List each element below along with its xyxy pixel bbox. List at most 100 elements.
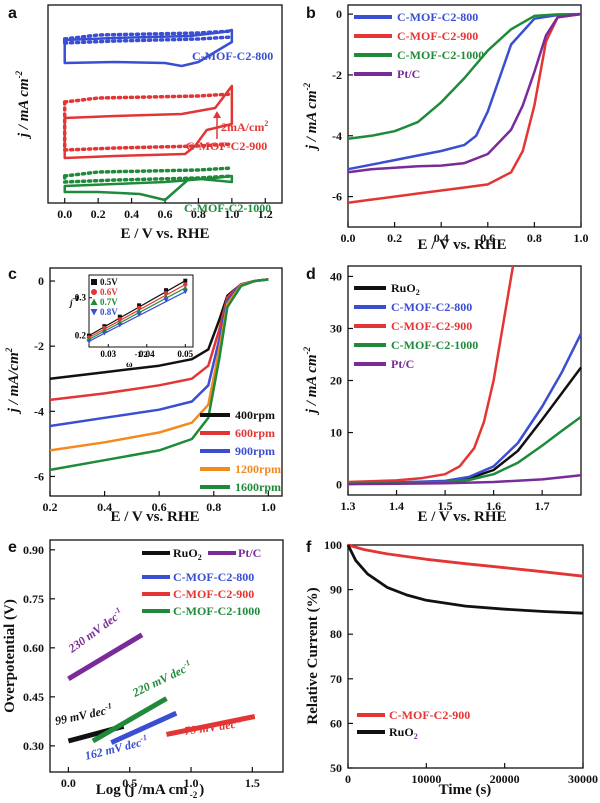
panel-e-xlabel: Log (j /mA cm -2) (96, 782, 205, 800)
panel-e-label: e (8, 539, 17, 556)
legend-text: C-MOF-C2-900 (391, 319, 472, 333)
legend-text: C-MOF-C2-1000 (391, 338, 478, 352)
panel-e-curves (67, 632, 256, 745)
tafel-label-ruo2: 99 mV dec-1 (54, 701, 114, 728)
scale-bar-label: 2mA/cm2 (221, 119, 268, 134)
inset-ytick-label: 0.2 (75, 331, 87, 341)
series-c-mof-c2-900 (347, 265, 515, 484)
inset-xtick-label: 0.05 (177, 349, 193, 359)
inset-point (136, 312, 142, 317)
scale-bar-arrow (213, 111, 221, 118)
series-ruo2 (346, 544, 584, 615)
series-1600rpm (49, 278, 269, 472)
panel-d-xlabel: E / V vs. RHE (417, 509, 506, 525)
xtick-label: 1.0 (574, 231, 589, 245)
xtick-label: 0.8 (527, 231, 542, 245)
legend-text: 900rpm (235, 444, 275, 458)
series-ruo2 (347, 366, 583, 485)
panel-e-legend: RuO2 Pt/C C-MOF-C2-800 C-MOF-C2-900 C-MOF-C2… (142, 546, 261, 618)
ytick-label: 90 (330, 583, 342, 597)
xtick-label: 0.8 (191, 207, 206, 221)
legend-text: 1600rpm (235, 480, 281, 494)
ytick-label: 100 (324, 538, 342, 552)
inset-legend-label: 0.5V (100, 277, 118, 287)
inset-point (183, 282, 188, 287)
xtick-label: 0.8 (206, 500, 221, 514)
xtick-label: 0.0 (57, 207, 72, 221)
xtick-label: 0.2 (387, 231, 402, 245)
ytick-label: 0.75 (23, 592, 44, 606)
panel-f-ylabel: Relative Current (%) (305, 587, 321, 724)
panel-c-ylabel: j / mA/cm2 (4, 347, 22, 414)
xtick-label: 0.4 (124, 207, 139, 221)
inset-point (117, 314, 122, 319)
panel-e-frame (49, 539, 284, 773)
series-c-mof-c2-800 (347, 12, 582, 171)
legend-text: 400rpm (235, 408, 275, 422)
legend-text: RuO (389, 725, 414, 739)
inset-legend-marker (91, 279, 97, 285)
legend-sub: 2 (416, 288, 420, 297)
inset-legend-label: 0.8V (100, 307, 118, 317)
ytick-label: 0 (336, 7, 342, 21)
xtick-label: 1.0 (184, 776, 199, 790)
panel-f-legend: C-MOF-C2-900 RuO2 (357, 708, 470, 741)
ytick-label: 0.90 (23, 543, 44, 557)
inset-ytick-label: 0.3 (75, 293, 87, 303)
legend-label: 1600rpm (235, 480, 281, 494)
panel-c-xlabel: E / V vs. RHE (110, 509, 199, 525)
xtick-label: 0.0 (61, 776, 76, 790)
panel-b-legend: C-MOF-C2-800 C-MOF-C2-900 C-MOF-C2-1000 Pt/… (354, 10, 484, 81)
xtick-label: 0.6 (158, 207, 173, 221)
ytick-label: 10 (330, 426, 342, 440)
legend-text: 600rpm (235, 426, 275, 440)
xtick-label: 0.6 (152, 500, 167, 514)
panel-a-curves (62, 28, 234, 202)
inset-xtick-label: 0.03 (100, 349, 116, 359)
series-c-mof-c2-900 (347, 543, 584, 578)
legend-label: C-MOF-C2-1000 (397, 48, 484, 62)
inset-point (183, 278, 188, 283)
inset-point (102, 325, 107, 331)
panel-d-curves (347, 265, 583, 486)
inset-point (137, 303, 142, 308)
ytick-label: 20 (330, 374, 342, 388)
legend-text: C-MOF-C2-800 (391, 300, 472, 314)
legend-sub: 2 (414, 732, 418, 741)
legend-label: 900rpm (235, 444, 275, 458)
xtick-label: 1.7 (535, 499, 550, 513)
cv-loop-solid (63, 28, 234, 68)
tafel-c-mof-c2-900 (166, 714, 256, 737)
inset-legend-marker (90, 309, 98, 316)
inset-point (163, 290, 169, 296)
legend-text: RuO (173, 546, 198, 560)
inset-ylabel: j-1 (68, 294, 79, 308)
cv-loop-solid (63, 174, 234, 202)
panel-a-label: a (8, 5, 17, 22)
ytick-label: 70 (330, 672, 342, 686)
inset-legend-marker (91, 289, 97, 295)
legend-label: C-MOF-C2-800 (397, 10, 478, 24)
inset-legend-label: 0.7V (100, 297, 118, 307)
series-pt-c (347, 473, 582, 486)
legend-label: RuO2 (173, 546, 202, 562)
xtick-label: 20000 (490, 772, 520, 786)
xtick-label: 10000 (411, 772, 441, 786)
xtick-label: 0.4 (434, 231, 449, 245)
xtick-label: 1.3 (341, 499, 356, 513)
panel-b-ticks: 0.0 0.2 0.4 0.6 0.8 1.0 0 -2 -4 -6 (332, 7, 589, 245)
legend-label: 400rpm (235, 408, 275, 422)
panel-c: c 0.2 0.4 0.6 0.8 1.0 0 -2 -4 -6 400rpm 600rpm 900… (4, 266, 283, 525)
cv-loop-dotted-bottom (62, 142, 234, 152)
panel-b-xlabel: E / V vs. RHE (417, 237, 506, 253)
inset-legend-label: 0.6V (100, 287, 118, 297)
legend-label: C-MOF-C2-900 (391, 319, 472, 333)
legend-text: C-MOF-C2-800 (397, 10, 478, 24)
tafel-label-900: 79 mV dec-1 (183, 715, 243, 738)
series-c-mof-c2-1000 (347, 12, 582, 141)
xtick-label: 1.6 (486, 499, 501, 513)
xtick-label: 0 (345, 772, 351, 786)
panel-d-label: d (306, 266, 316, 283)
legend-label: C-MOF-C2-900 (173, 587, 254, 601)
legend-label: Pt/C (391, 357, 414, 371)
